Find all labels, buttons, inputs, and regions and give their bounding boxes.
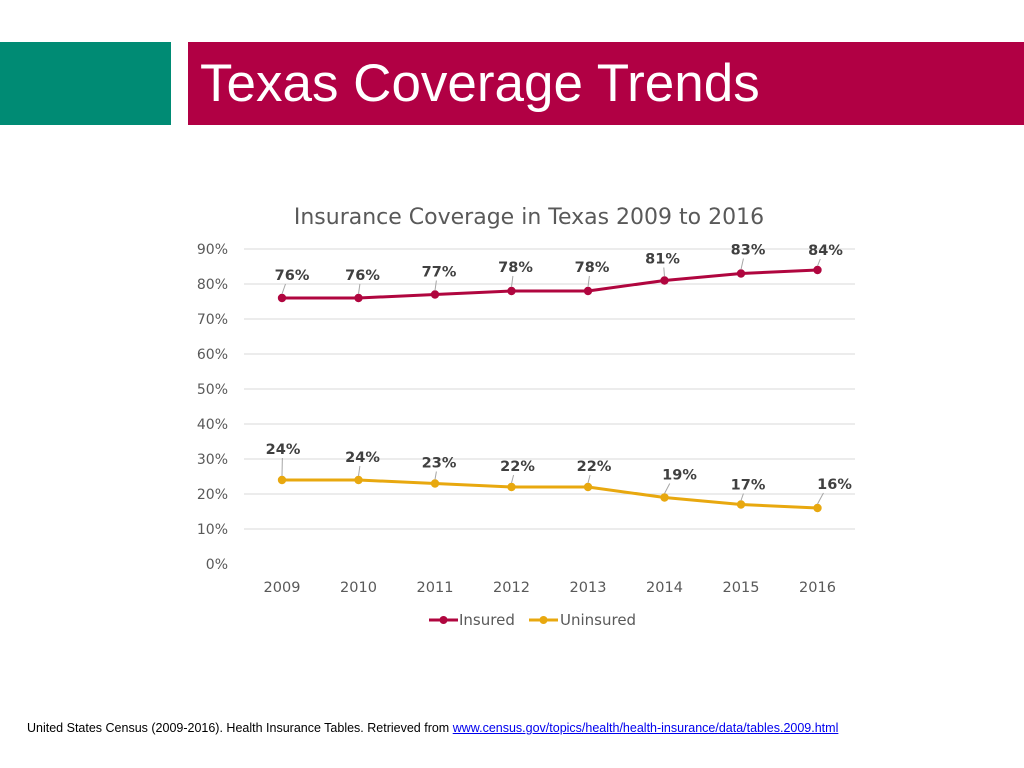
data-label: 22%: [500, 459, 535, 475]
x-tick-label: 2009: [264, 580, 301, 596]
data-label: 83%: [731, 243, 766, 259]
coverage-chart: Insurance Coverage in Texas 2009 to 2016…: [197, 205, 855, 629]
data-label: 84%: [808, 243, 843, 259]
label-leader: [663, 267, 665, 277]
data-label: 24%: [345, 450, 380, 466]
legend-label-insured: Insured: [459, 611, 515, 629]
data-point: [354, 475, 363, 485]
label-leader: [511, 275, 514, 288]
legend-label-uninsured: Uninsured: [560, 611, 636, 629]
y-tick-label: 0%: [206, 557, 228, 573]
data-point: [660, 493, 669, 502]
data-label: 17%: [731, 478, 766, 494]
data-point: [354, 293, 363, 303]
label-leader: [358, 283, 361, 295]
label-leader: [434, 471, 437, 480]
label-leader: [358, 465, 361, 477]
data-label: 76%: [275, 268, 310, 284]
data-label: 76%: [345, 268, 380, 284]
data-point: [813, 503, 822, 513]
data-point: [583, 482, 593, 492]
label-leader: [740, 493, 744, 501]
data-point: [660, 276, 669, 285]
y-tick-label: 60%: [197, 347, 228, 363]
y-tick-label: 80%: [197, 277, 228, 293]
x-tick-label: 2011: [417, 580, 454, 596]
x-tick-label: 2015: [723, 580, 760, 596]
y-tick-label: 70%: [197, 312, 228, 328]
data-point: [736, 269, 746, 278]
label-leader: [587, 474, 591, 484]
data-label: 78%: [575, 260, 610, 276]
title-bar: [188, 42, 1024, 125]
y-tick-label: 40%: [197, 417, 228, 433]
legend-marker-uninsured: [539, 616, 548, 624]
data-label: 22%: [577, 459, 612, 475]
legend-marker-insured: [439, 616, 448, 624]
y-tick-label: 20%: [197, 487, 228, 503]
data-point: [430, 290, 440, 299]
data-point: [277, 293, 287, 303]
census-link[interactable]: www.census.gov/topics/health/health-insu…: [452, 721, 839, 735]
x-tick-label: 2016: [799, 580, 836, 596]
data-label: 23%: [422, 456, 457, 472]
label-leader: [740, 258, 744, 270]
label-leader: [281, 283, 286, 295]
data-point: [736, 500, 746, 509]
series-line-uninsured: [282, 478, 818, 510]
y-tick-label: 90%: [197, 242, 228, 258]
chart-title: Insurance Coverage in Texas 2009 to 2016: [294, 205, 764, 230]
data-label: 77%: [422, 265, 457, 281]
x-tick-label: 2013: [570, 580, 607, 596]
accent-block: [0, 42, 171, 125]
x-tick-label: 2010: [340, 580, 377, 596]
data-point: [430, 479, 440, 488]
label-leader: [434, 280, 437, 291]
slide-title: Texas Coverage Trends: [200, 54, 760, 113]
data-label: 16%: [817, 477, 852, 493]
y-tick-label: 10%: [197, 522, 228, 538]
label-leader: [817, 492, 824, 505]
label-leader: [817, 258, 821, 267]
series-line-insured: [282, 268, 818, 300]
label-leader: [664, 483, 671, 494]
data-label: 81%: [645, 252, 680, 268]
data-point: [507, 286, 516, 296]
label-leader: [511, 474, 515, 484]
x-tick-label: 2012: [493, 580, 530, 596]
x-tick-label: 2014: [646, 580, 683, 596]
data-point: [583, 286, 593, 296]
data-label: 19%: [662, 468, 697, 484]
data-point: [277, 475, 287, 485]
y-tick-label: 30%: [197, 452, 228, 468]
citation-text: United States Census (2009-2016). Health…: [27, 721, 453, 735]
data-label: 24%: [266, 442, 301, 458]
citation-footer: United States Census (2009-2016). Health…: [27, 721, 838, 735]
data-point: [507, 482, 516, 492]
data-point: [813, 265, 822, 275]
data-label: 78%: [498, 260, 533, 276]
label-leader: [587, 275, 590, 288]
y-tick-label: 50%: [197, 382, 228, 398]
